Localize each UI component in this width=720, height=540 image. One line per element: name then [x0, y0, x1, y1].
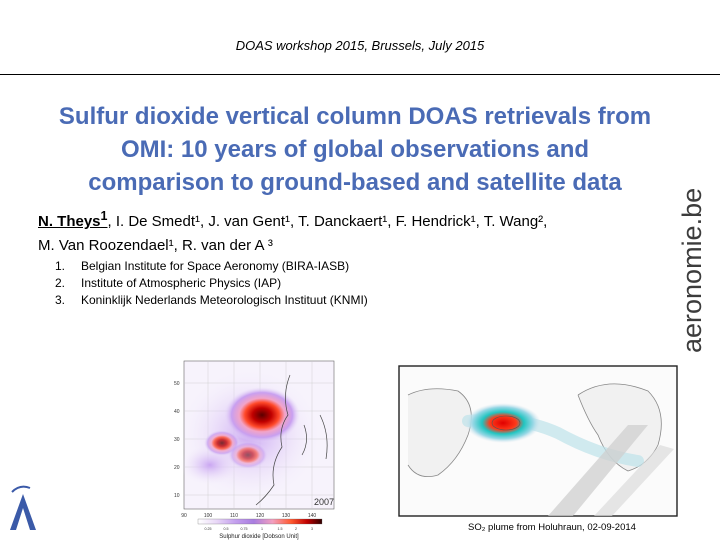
so2-plume-core: [465, 403, 541, 443]
lon-label: 100: [204, 513, 213, 519]
brand-text: aeronomie.be: [677, 188, 707, 353]
lon-label: 90: [181, 513, 187, 519]
colorbar-tick: 0.5: [224, 527, 229, 531]
affiliation-item: 2. Institute of Atmospheric Physics (IAP): [55, 275, 575, 292]
header-text: DOAS workshop 2015, Brussels, July 2015: [235, 38, 485, 53]
authors-line-2: M. Van Roozendael¹, R. van der A ³: [38, 237, 273, 254]
presentation-title: Sulfur dioxide vertical column DOAS retr…: [20, 100, 690, 199]
lat-label: 20: [174, 465, 180, 471]
lead-author: N. Theys1: [38, 209, 107, 230]
lat-label: 10: [174, 493, 180, 499]
lon-label: 130: [282, 513, 291, 519]
affiliation-name: Koninklijk Nederlands Meteorologisch Ins…: [81, 293, 368, 307]
gray-swath: [548, 425, 648, 516]
gray-swath-2: [594, 445, 674, 516]
lat-label: 50: [174, 381, 180, 387]
affiliation-number: 2.: [55, 276, 66, 290]
lead-author-affiliation: 1: [100, 209, 108, 223]
affiliation-number: 3.: [55, 293, 66, 307]
logo-swoosh: [11, 485, 31, 493]
colorbar-label: Sulphur dioxide [Dobson Unit]: [219, 534, 299, 540]
authors-line-1: N. Theys1, I. De Smedt¹, J. van Gent¹, T…: [38, 204, 668, 234]
lat-label: 40: [174, 409, 180, 415]
lon-labels: 90 100 110 120 130 140: [181, 513, 316, 519]
aeronomie-brand: aeronomie.be: [677, 188, 707, 353]
holuhraun-plume-map: [398, 365, 678, 517]
lat-label: 30: [174, 437, 180, 443]
lon-label: 140: [308, 513, 317, 519]
coastline: [255, 374, 328, 506]
lat-labels: 50 40 30 20 10: [174, 381, 180, 499]
affiliation-item: 3. Koninklijk Nederlands Meteorologisch I…: [55, 292, 575, 309]
title-line-2: OMI: 10 years of global observations and: [120, 136, 590, 163]
title-line-3: comparison to ground-based and satellite…: [88, 169, 622, 196]
colorbar-tick: 0.25: [205, 527, 212, 531]
colorbar-tick: 1: [261, 527, 263, 531]
greenland-coast: [407, 388, 472, 478]
affiliation-item: 1. Belgian Institute for Space Aeronomy (…: [55, 258, 575, 275]
map-year: 2007: [314, 497, 334, 507]
author-list: N. Theys1, I. De Smedt¹, J. van Gent¹, T…: [38, 204, 668, 258]
lon-label: 110: [230, 513, 238, 519]
figure2-caption: SO₂ plume from Holuhraun, 02-09-2014: [468, 522, 636, 533]
affiliation-number: 1.: [55, 259, 66, 273]
colorbar-tick: 1.5: [278, 527, 283, 531]
title-line-1: Sulfur dioxide vertical column DOAS retr…: [58, 103, 652, 130]
affiliation-name: Belgian Institute for Space Aeronomy (BI…: [81, 259, 350, 273]
affiliation-list: 1. Belgian Institute for Space Aeronomy (…: [55, 258, 575, 309]
so2-hotspot-south: [228, 441, 268, 469]
lead-author-name: N. Theys: [38, 213, 101, 230]
so2-map-east-asia: 50 40 30 20 10 90 100 110 120 130 140 20…: [174, 360, 335, 540]
colorbar-tick: 0.75: [241, 527, 248, 531]
colorbar-ticks: 0.25 0.5 0.75 1 1.5 2 3: [205, 527, 314, 531]
logo-letter-shape: [10, 494, 36, 530]
lon-label: 120: [256, 513, 265, 519]
affiliation-name: Institute of Atmospheric Physics (IAP): [81, 276, 282, 290]
so2-hotspot-north-china: [224, 387, 300, 443]
header-divider: [0, 74, 720, 75]
colorbar-tick: 2: [295, 527, 297, 531]
colorbar: [197, 518, 323, 525]
co-authors-line-1: , I. De Smedt¹, J. van Gent¹, T. Danckae…: [107, 213, 548, 230]
iceland-outline: [491, 415, 521, 431]
colorbar-tick: 3: [311, 527, 313, 531]
bira-logo: A: [10, 485, 36, 530]
